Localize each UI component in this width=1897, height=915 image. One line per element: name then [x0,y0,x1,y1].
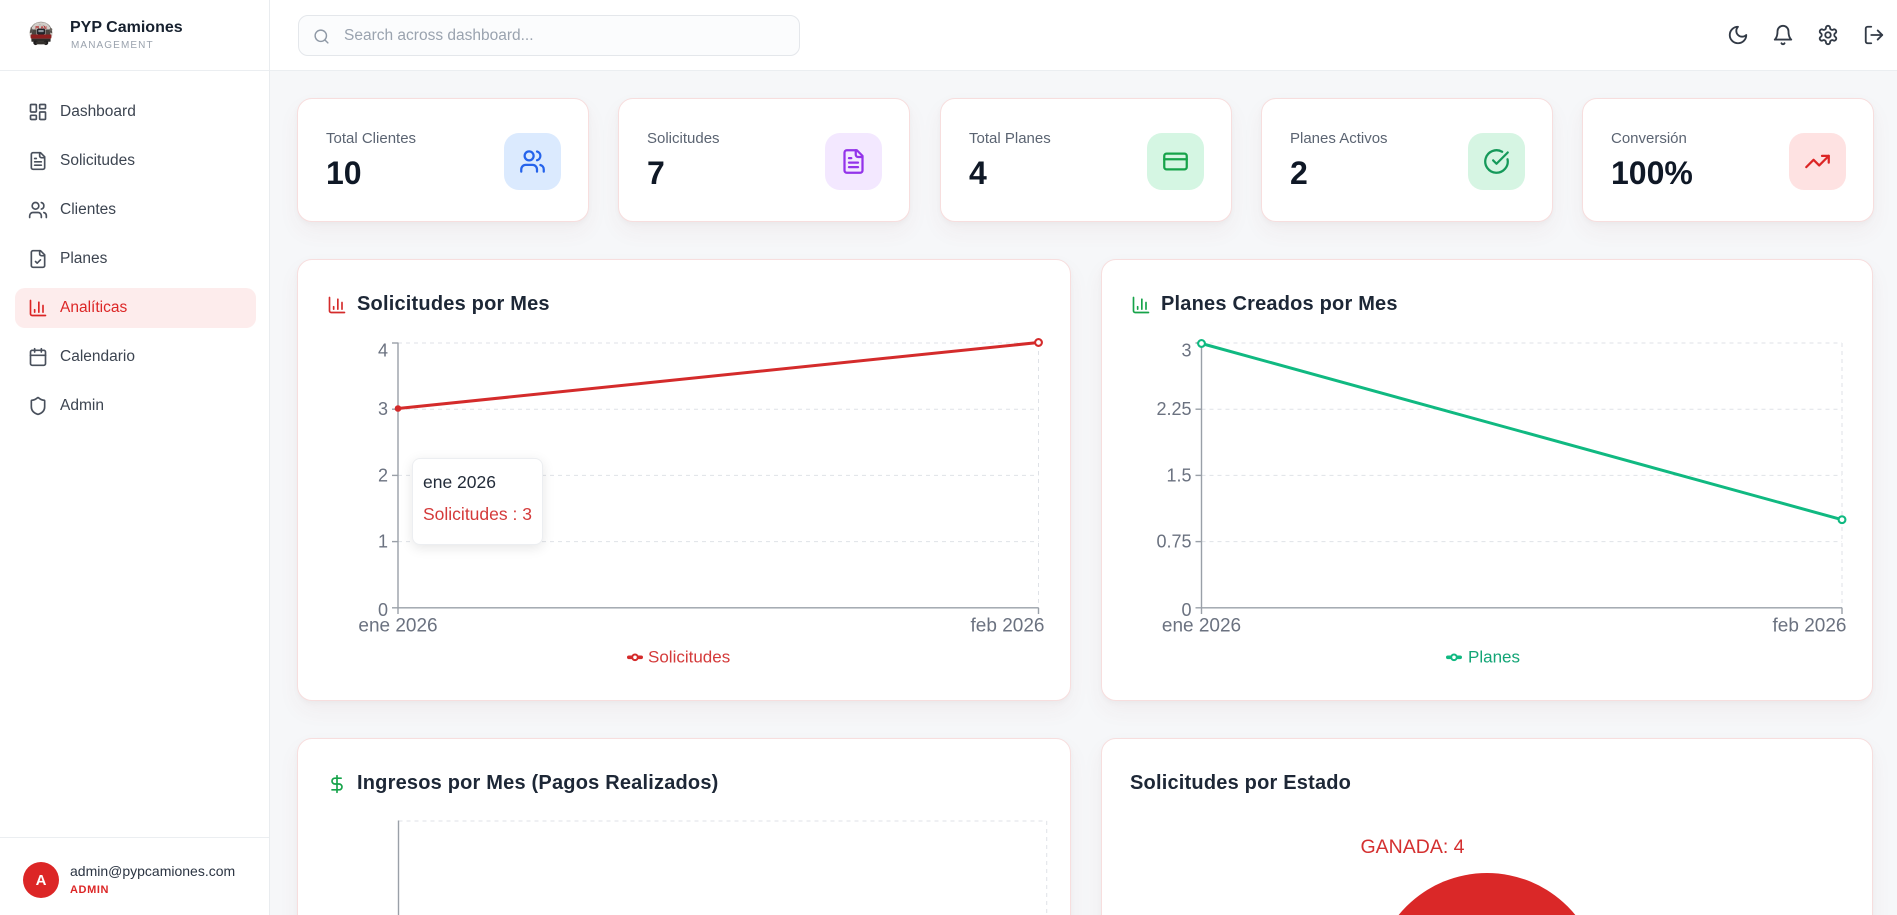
svg-text:0: 0 [1181,600,1191,620]
svg-text:1.5: 1.5 [1166,465,1191,485]
svg-text:2.25: 2.25 [1156,399,1191,419]
svg-text:feb 2026: feb 2026 [1773,616,1847,637]
svg-text:3: 3 [378,399,388,419]
svg-text:ene 2026: ene 2026 [1162,616,1241,637]
svg-text:ene 2026: ene 2026 [358,616,437,637]
svg-text:PLAN: PLAN [35,25,46,30]
svg-text:2: 2 [378,465,388,485]
svg-text:feb 2026: feb 2026 [971,616,1045,637]
svg-text:4: 4 [378,341,388,361]
svg-text:Solicitudes: Solicitudes [648,648,730,667]
svg-text:0: 0 [378,600,388,620]
svg-text:3: 3 [1181,341,1191,361]
svg-text:0.75: 0.75 [1156,532,1191,552]
svg-text:1: 1 [378,532,388,552]
svg-text:Planes: Planes [1468,648,1520,667]
